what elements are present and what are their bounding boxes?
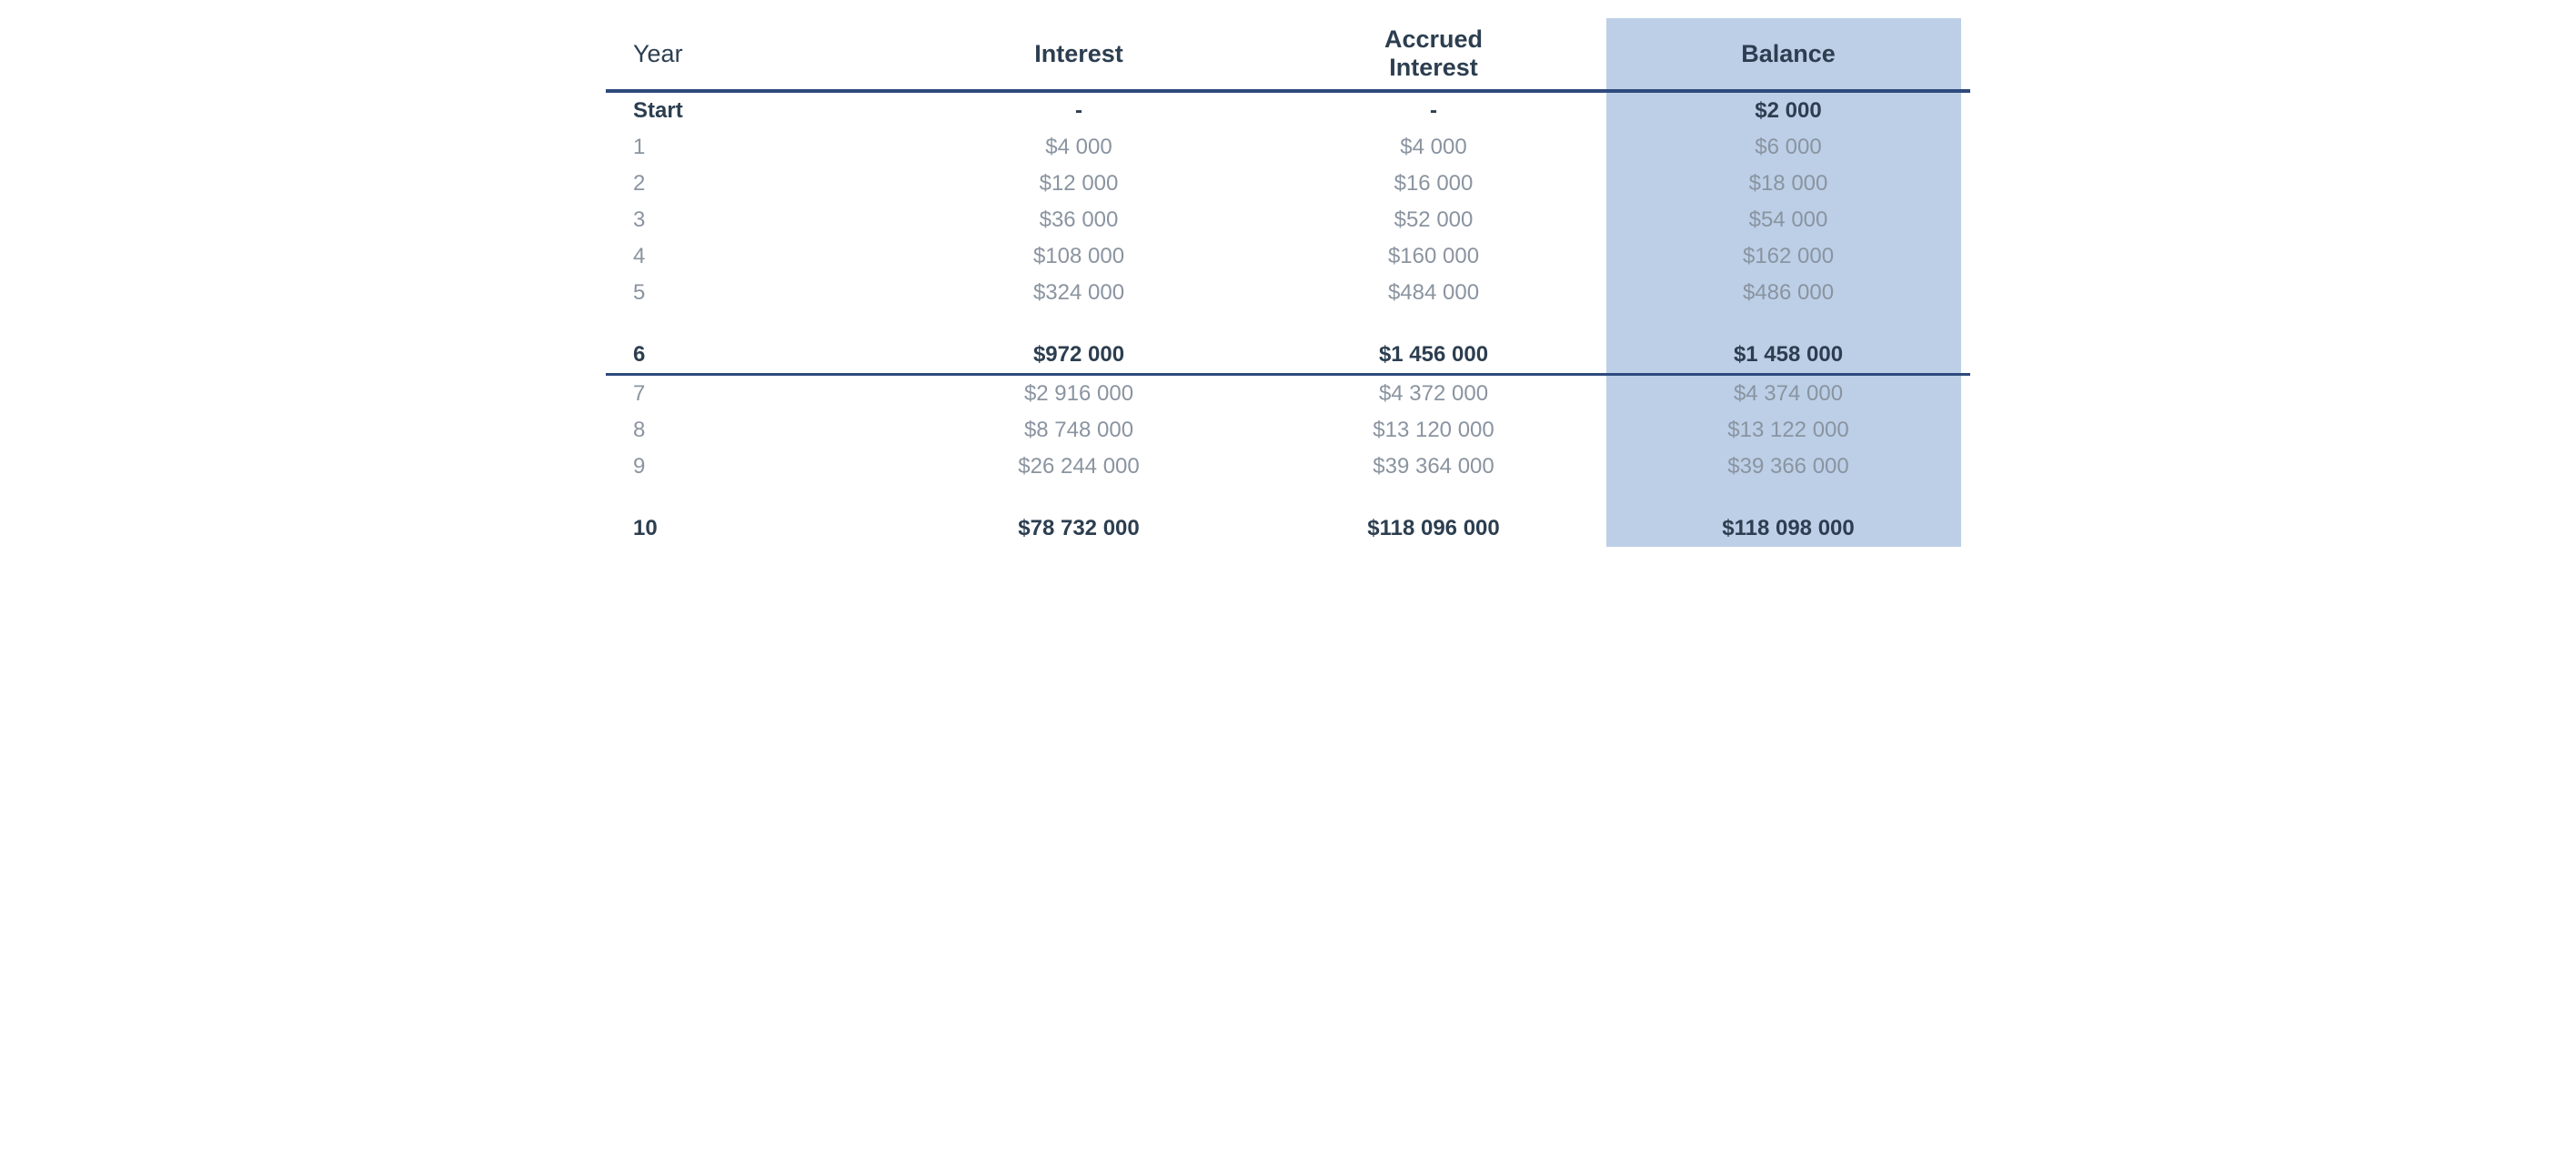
- compound-interest-table: Year Interest AccruedInterest Balance St…: [606, 18, 1970, 547]
- cell-year: Start: [606, 91, 897, 129]
- cell-balance: $4 374 000: [1606, 375, 1970, 413]
- cell-accrued: $1 456 000: [1261, 337, 1606, 375]
- cell-balance: $486 000: [1606, 275, 1970, 311]
- table-container: Year Interest AccruedInterest Balance St…: [606, 18, 1970, 620]
- cell-year: 8: [606, 412, 897, 449]
- cell-interest: $4 000: [897, 129, 1261, 166]
- cell-interest: $26 244 000: [897, 449, 1261, 485]
- cell-balance: $118 098 000: [1606, 510, 1970, 547]
- cell-year: 7: [606, 375, 897, 413]
- cell-balance: $6 000: [1606, 129, 1970, 166]
- cell-interest: $12 000: [897, 166, 1261, 202]
- table-row: 1$4 000$4 000$6 000: [606, 129, 1970, 166]
- table-row: 6$972 000$1 456 000$1 458 000: [606, 337, 1970, 375]
- table-row: 10$78 732 000$118 096 000$118 098 000: [606, 510, 1970, 547]
- table-row: 5$324 000$484 000$486 000: [606, 275, 1970, 311]
- cell-year: 6: [606, 337, 897, 375]
- cell-year: 5: [606, 275, 897, 311]
- cell-accrued: $484 000: [1261, 275, 1606, 311]
- cell-interest: -: [897, 91, 1261, 129]
- cell-year: 3: [606, 202, 897, 238]
- cell-accrued: $39 364 000: [1261, 449, 1606, 485]
- cell-year: 9: [606, 449, 897, 485]
- table-row: 2$12 000$16 000$18 000: [606, 166, 1970, 202]
- cell-interest: $78 732 000: [897, 510, 1261, 547]
- cell-accrued: $16 000: [1261, 166, 1606, 202]
- cell-accrued: -: [1261, 91, 1606, 129]
- cell-year: 2: [606, 166, 897, 202]
- cell-balance: $1 458 000: [1606, 337, 1970, 375]
- cell-balance: $2 000: [1606, 91, 1970, 129]
- cell-interest: $36 000: [897, 202, 1261, 238]
- col-header-year: Year: [606, 18, 897, 91]
- table-row: 9$26 244 000$39 364 000$39 366 000: [606, 449, 1970, 485]
- col-header-interest: Interest: [897, 18, 1261, 91]
- cell-year: 4: [606, 238, 897, 275]
- cell-interest: $8 748 000: [897, 412, 1261, 449]
- cell-interest: $972 000: [897, 337, 1261, 375]
- cell-accrued: $13 120 000: [1261, 412, 1606, 449]
- cell-balance: $54 000: [1606, 202, 1970, 238]
- table-row: Start--$2 000: [606, 91, 1970, 129]
- cell-balance: $18 000: [1606, 166, 1970, 202]
- cell-interest: $2 916 000: [897, 375, 1261, 413]
- cell-accrued: $4 000: [1261, 129, 1606, 166]
- cell-accrued: $160 000: [1261, 238, 1606, 275]
- cell-interest: $108 000: [897, 238, 1261, 275]
- cell-accrued: $52 000: [1261, 202, 1606, 238]
- table-header-row: Year Interest AccruedInterest Balance: [606, 18, 1970, 91]
- cell-year: 1: [606, 129, 897, 166]
- cell-accrued: $118 096 000: [1261, 510, 1606, 547]
- cell-balance: $13 122 000: [1606, 412, 1970, 449]
- cell-interest: $324 000: [897, 275, 1261, 311]
- table-row: 7$2 916 000$4 372 000$4 374 000: [606, 375, 1970, 413]
- cell-balance: $162 000: [1606, 238, 1970, 275]
- cell-balance: $39 366 000: [1606, 449, 1970, 485]
- col-header-accrued: AccruedInterest: [1261, 18, 1606, 91]
- col-header-balance: Balance: [1606, 18, 1970, 91]
- row-spacer: [606, 311, 1970, 337]
- cell-year: 10: [606, 510, 897, 547]
- cell-accrued: $4 372 000: [1261, 375, 1606, 413]
- table-row: 3$36 000$52 000$54 000: [606, 202, 1970, 238]
- row-spacer: [606, 485, 1970, 510]
- table-row: 8$8 748 000$13 120 000$13 122 000: [606, 412, 1970, 449]
- table-row: 4$108 000$160 000$162 000: [606, 238, 1970, 275]
